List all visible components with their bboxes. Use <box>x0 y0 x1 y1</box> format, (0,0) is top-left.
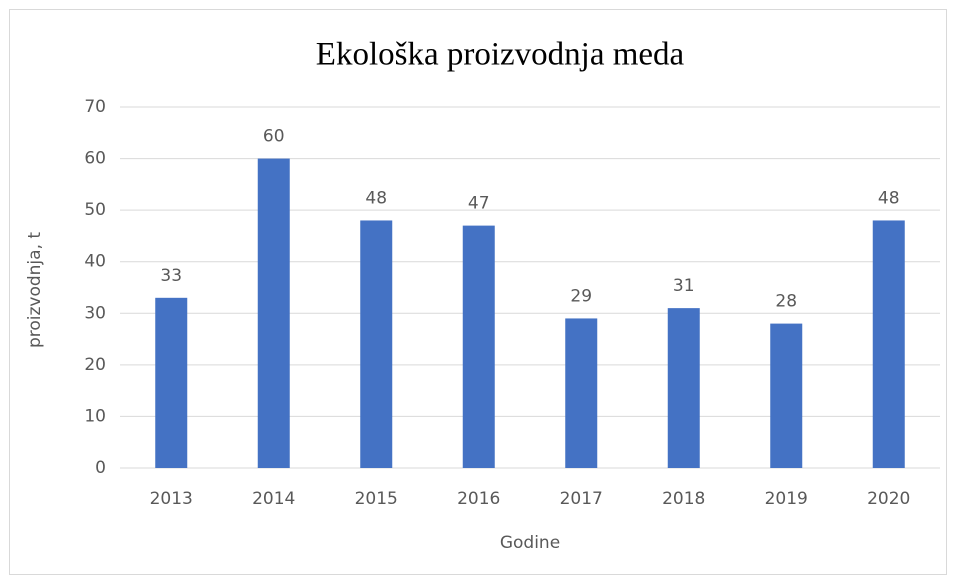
y-tick-label: 60 <box>84 149 106 169</box>
y-tick-label: 0 <box>95 458 106 478</box>
bar <box>872 220 905 468</box>
x-tick-label: 2015 <box>355 489 398 509</box>
y-tick-label: 70 <box>84 97 106 117</box>
x-axis-title: Godine <box>500 533 560 553</box>
bar <box>155 297 188 468</box>
y-tick-label: 40 <box>84 252 106 272</box>
bar <box>360 220 393 468</box>
data-label: 48 <box>365 188 387 208</box>
bar <box>462 225 495 468</box>
bar <box>770 323 803 468</box>
y-tick-label: 10 <box>84 406 106 426</box>
chart-title: Ekološka proizvodnja meda <box>316 37 685 73</box>
bar <box>667 308 700 468</box>
x-tick-label: 2018 <box>662 489 705 509</box>
y-tick-label: 50 <box>84 200 106 220</box>
y-axis-title: proizvodnja, t <box>25 232 45 348</box>
data-label: 60 <box>263 127 285 147</box>
x-tick-label: 2013 <box>150 489 193 509</box>
data-label: 29 <box>570 286 592 306</box>
data-label: 47 <box>468 194 490 214</box>
data-label: 33 <box>160 266 182 286</box>
x-tick-label: 2014 <box>252 489 295 509</box>
x-tick-label: 2016 <box>457 489 500 509</box>
bar <box>257 158 290 469</box>
x-tick-label: 2019 <box>765 489 808 509</box>
x-tick-label: 2020 <box>867 489 910 509</box>
bar <box>565 318 598 468</box>
data-label: 48 <box>878 188 900 208</box>
data-label: 28 <box>775 292 797 312</box>
y-tick-label: 20 <box>84 355 106 375</box>
x-tick-label: 2017 <box>560 489 603 509</box>
data-label: 31 <box>673 276 695 296</box>
y-tick-label: 30 <box>84 303 106 323</box>
